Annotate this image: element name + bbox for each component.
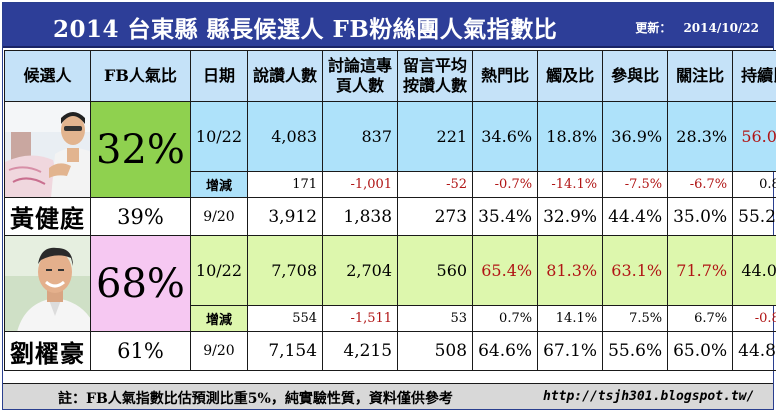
likes-change-1: 171 [248,172,323,198]
reach-change-2: 14.1% [538,306,603,332]
header-hot: 熱門比 [473,51,538,102]
candidate-name-1: 黃健庭 [5,198,91,236]
fb-share-previous-2: 61% [91,332,191,371]
page-title: 2014 台東縣 縣長候選人 FB粉絲團人氣指數比 [53,10,557,44]
avg-current-2: 560 [398,236,473,306]
attention-previous-1: 35.0% [668,198,733,236]
candidate-1-portrait [5,102,90,197]
portrait-2-image [5,236,90,331]
likes-previous-1: 3,912 [248,198,323,236]
footer-note: 註：FB人氣指數比估預測比重5%，純實驗性質，資料僅供參考 [58,388,453,408]
talking-current-1: 837 [323,102,398,172]
header-likes: 說讚人數 [248,51,323,102]
sustain-current-1: 56.0% [733,102,776,172]
sustain-previous-1: 55.2% [733,198,776,236]
attention-change-2: 6.7% [668,306,733,332]
footer-bar: 註：FB人氣指數比估預測比重5%，純實驗性質，資料僅供參考 http://tsj… [3,383,773,409]
attention-current-2: 71.7% [668,236,733,306]
attention-current-1: 28.3% [668,102,733,172]
fb-share-current-2: 68% [91,236,191,332]
candidate-name-2: 劉櫂豪 [5,332,91,371]
candidate-2-portrait [5,236,90,331]
hot-current-1: 34.6% [473,102,538,172]
header-engage: 參與比 [603,51,668,102]
avg-change-2: 53 [398,306,473,332]
likes-change-2: 554 [248,306,323,332]
engage-current-2: 63.1% [603,236,668,306]
header-reach: 觸及比 [538,51,603,102]
reach-current-2: 81.3% [538,236,603,306]
fb-share-previous-1: 39% [91,198,191,236]
hot-previous-1: 35.4% [473,198,538,236]
avg-previous-1: 273 [398,198,473,236]
hot-previous-2: 64.6% [473,332,538,371]
talking-change-1: -1,001 [323,172,398,198]
date-current-2: 10/22 [190,236,247,306]
table-row: 32% 10/22 4,083 837 221 34.6% 18.8% 36.9… [5,102,776,172]
engage-previous-1: 44.4% [603,198,668,236]
avg-current-1: 221 [398,102,473,172]
header-avg: 留言平均按讚人數 [398,51,473,102]
hot-current-2: 65.4% [473,236,538,306]
header-talking-line2: 頁人數 [328,76,392,96]
header-fb-share: FB人氣比 [91,51,191,102]
hot-change-1: -0.7% [473,172,538,198]
update-info: 更新： 2014/10/22 [635,19,759,36]
fb-share-current-1: 32% [91,102,191,198]
likes-current-1: 4,083 [248,102,323,172]
engage-previous-2: 55.6% [603,332,668,371]
header-attention: 關注比 [668,51,733,102]
header-talking-line1: 討論這專 [328,56,392,76]
attention-change-1: -6.7% [668,172,733,198]
portrait-1-image [5,102,90,197]
table-row: 黃健庭 39% 9/20 3,912 1,838 273 35.4% 32.9%… [5,198,776,236]
date-previous-1: 9/20 [190,198,247,236]
header-row: 候選人 FB人氣比 日期 說讚人數 討論這專頁人數 留言平均按讚人數 熱門比 觸… [5,51,776,102]
avg-change-1: -52 [398,172,473,198]
reach-change-1: -14.1% [538,172,603,198]
candidate-photo-1 [5,102,91,198]
attention-previous-2: 65.0% [668,332,733,371]
likes-current-2: 7,708 [248,236,323,306]
talking-previous-1: 1,838 [323,198,398,236]
reach-previous-2: 67.1% [538,332,603,371]
comparison-table: 候選人 FB人氣比 日期 說讚人數 討論這專頁人數 留言平均按讚人數 熱門比 觸… [4,50,776,371]
reach-previous-1: 32.9% [538,198,603,236]
header-sustain: 持續比 [733,51,776,102]
sustain-change-1: 0.8% [733,172,776,198]
date-current-1: 10/22 [190,102,247,172]
engage-change-2: 7.5% [603,306,668,332]
avg-previous-2: 508 [398,332,473,371]
reach-current-1: 18.8% [538,102,603,172]
engage-current-1: 36.9% [603,102,668,172]
update-date: 2014/10/22 [683,21,759,35]
talking-current-2: 2,704 [323,236,398,306]
title-bar: 2014 台東縣 縣長候選人 FB粉絲團人氣指數比 更新： 2014/10/22 [3,3,773,48]
change-label-1: 增減 [190,172,247,198]
table-row: 68% 10/22 7,708 2,704 560 65.4% 81.3% 63… [5,236,776,306]
header-candidate: 候選人 [5,51,91,102]
likes-previous-2: 7,154 [248,332,323,371]
table-row: 劉櫂豪 61% 9/20 7,154 4,215 508 64.6% 67.1%… [5,332,776,371]
header-talking: 討論這專頁人數 [323,51,398,102]
candidate-photo-2 [5,236,91,332]
footer-url[interactable]: http://tsjh301.blogspot.tw/ [543,389,754,404]
header-date: 日期 [190,51,247,102]
date-previous-2: 9/20 [190,332,247,371]
sustain-current-2: 44.0% [733,236,776,306]
engage-change-1: -7.5% [603,172,668,198]
sustain-change-2: -0.8% [733,306,776,332]
header-avg-line2: 按讚人數 [403,76,467,96]
sustain-previous-2: 44.8% [733,332,776,371]
talking-previous-2: 4,215 [323,332,398,371]
header-avg-line1: 留言平均 [403,56,467,76]
hot-change-2: 0.7% [473,306,538,332]
talking-change-2: -1,511 [323,306,398,332]
update-label: 更新： [635,21,671,35]
change-label-2: 增減 [190,306,247,332]
